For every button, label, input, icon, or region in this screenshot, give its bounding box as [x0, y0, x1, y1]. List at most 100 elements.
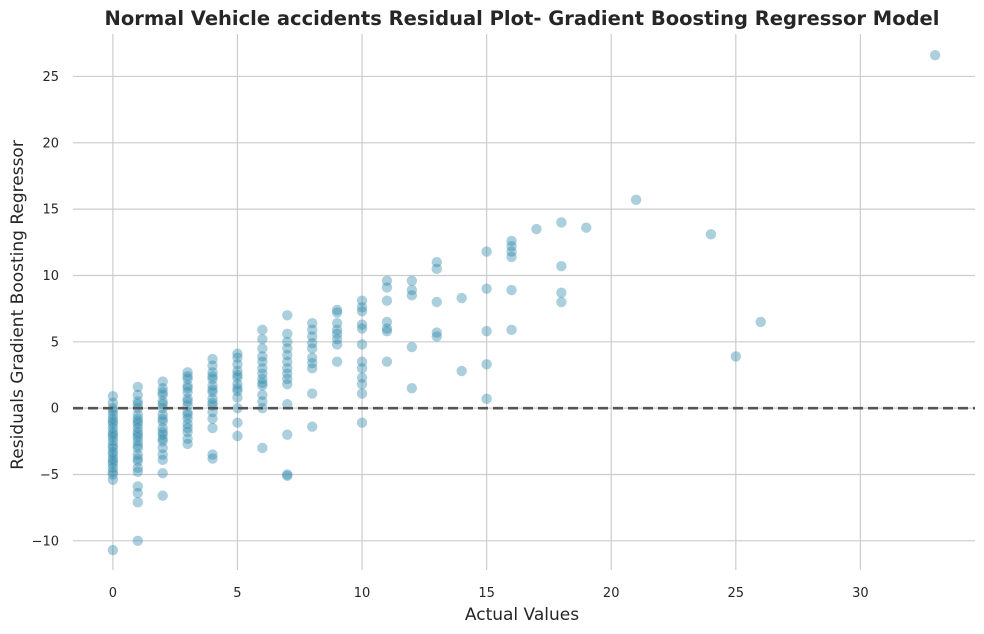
- residual-point: [182, 433, 193, 444]
- residual-point: [232, 392, 243, 403]
- residual-point: [282, 336, 293, 348]
- residual-point: [331, 356, 343, 367]
- residual-point: [282, 349, 293, 361]
- residual-point: [282, 469, 293, 480]
- residual-point: [282, 379, 293, 390]
- residual-point: [307, 352, 318, 363]
- residual-point: [257, 389, 268, 401]
- residual-point: [232, 383, 243, 394]
- residual-point: [182, 373, 193, 385]
- residual-point: [406, 275, 418, 286]
- residual-point: [107, 462, 119, 474]
- residual-point: [107, 418, 119, 430]
- residual-point: [157, 449, 168, 460]
- residual-point: [107, 409, 119, 420]
- residual-point: [481, 393, 492, 405]
- residual-point: [132, 432, 143, 443]
- residual-point: [556, 217, 567, 228]
- residual-point: [356, 295, 368, 306]
- residual-point: [929, 50, 941, 61]
- residual-point: [182, 393, 193, 405]
- residual-point: [506, 251, 517, 263]
- residual-point: [506, 284, 517, 296]
- residual-point: [257, 373, 268, 385]
- residual-point: [257, 377, 268, 389]
- residual-point: [157, 429, 168, 440]
- residual-point: [307, 357, 318, 369]
- residual-point: [257, 442, 268, 454]
- residual-point: [406, 284, 418, 296]
- residual-point: [307, 331, 318, 342]
- residual-point: [132, 429, 143, 440]
- residual-point: [132, 466, 143, 478]
- x-tick-label: 30: [852, 586, 869, 601]
- residual-point: [132, 497, 143, 508]
- residual-point: [232, 369, 243, 381]
- x-tick-label: 15: [478, 586, 495, 601]
- residual-point: [107, 474, 119, 485]
- residual-point: [456, 292, 467, 304]
- residual-point: [381, 295, 393, 306]
- residual-point: [207, 367, 218, 378]
- residual-point: [157, 402, 168, 414]
- residual-point: [132, 381, 143, 393]
- residual-point: [182, 406, 193, 418]
- residual-point: [157, 442, 168, 454]
- residual-point: [182, 426, 193, 438]
- residual-point: [157, 426, 168, 438]
- residual-point: [257, 343, 268, 354]
- residual-point: [755, 316, 766, 328]
- residual-point: [282, 363, 293, 374]
- residual-point: [232, 365, 243, 377]
- residual-point: [506, 235, 517, 247]
- residual-point: [356, 323, 368, 334]
- residual-point: [107, 446, 119, 458]
- residual-point: [257, 363, 268, 374]
- residual-point: [132, 389, 143, 401]
- residual-point: [182, 383, 193, 394]
- residual-point: [282, 328, 293, 340]
- residual-point: [107, 440, 119, 451]
- residual-point: [307, 388, 318, 399]
- residual-point: [182, 409, 193, 420]
- residual-point: [157, 433, 168, 444]
- residual-point: [207, 393, 218, 405]
- residual-point: [307, 337, 318, 349]
- residual-point: [257, 396, 268, 407]
- residual-point: [157, 389, 168, 401]
- residual-point: [207, 387, 218, 398]
- residual-point: [132, 413, 143, 424]
- residual-point: [705, 229, 717, 240]
- residual-point: [157, 490, 168, 501]
- residual-point: [107, 442, 119, 454]
- x-axis-label: Actual Values: [465, 605, 579, 625]
- residual-point: [132, 442, 143, 454]
- residual-point: [207, 422, 218, 434]
- residual-point: [381, 356, 393, 367]
- residual-point: [182, 413, 193, 424]
- residual-point: [257, 368, 268, 379]
- residual-point: [107, 390, 119, 402]
- residual-point: [381, 282, 393, 293]
- residual-point: [182, 380, 193, 391]
- residual-point: [506, 246, 517, 257]
- y-tick-label: 25: [42, 70, 59, 85]
- residual-point: [157, 416, 168, 427]
- residual-point: [207, 373, 218, 385]
- residual-point: [182, 396, 193, 407]
- residual-point: [431, 296, 442, 308]
- residual-point: [356, 306, 368, 317]
- residual-point: [132, 456, 143, 467]
- residual-point: [331, 333, 343, 345]
- residual-point: [107, 416, 119, 427]
- residual-point: [581, 222, 592, 233]
- residual-point: [356, 388, 368, 399]
- residual-point: [182, 367, 193, 378]
- points-layer: [107, 50, 941, 556]
- residual-point: [356, 339, 368, 350]
- residual-point: [282, 429, 293, 440]
- residual-point: [107, 432, 119, 443]
- residual-point: [207, 449, 218, 460]
- residual-point: [431, 256, 442, 268]
- residual-point: [107, 397, 119, 409]
